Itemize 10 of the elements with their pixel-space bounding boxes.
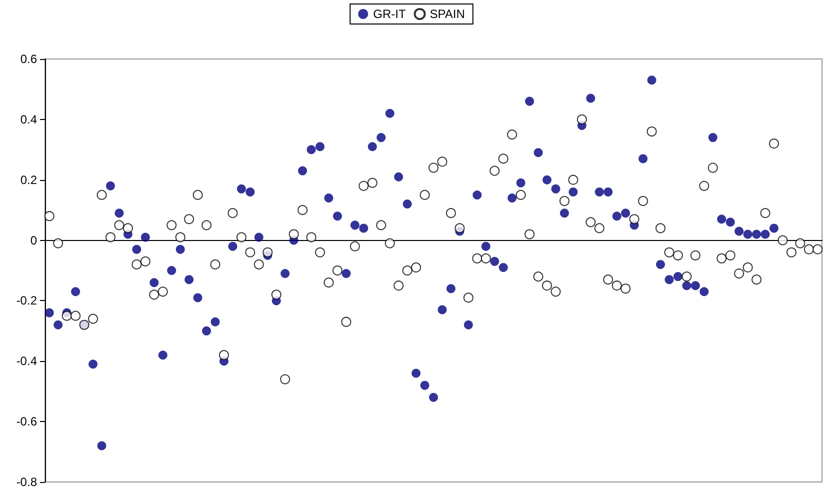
- y-tick-label: 0.6: [20, 52, 38, 66]
- y-tick-label: -0.6: [16, 414, 38, 429]
- y-tick-label: 0.4: [20, 112, 38, 126]
- y-tick-label: -0.8: [16, 475, 38, 489]
- y-tick-label: 0.2: [20, 172, 38, 187]
- legend-label: GR-IT: [373, 7, 406, 21]
- y-tick-label: 0: [30, 233, 38, 248]
- y-tick-label: -0.2: [16, 294, 38, 308]
- legend-label: SPAIN: [430, 7, 465, 21]
- y-tick-label: -0.4: [16, 354, 38, 368]
